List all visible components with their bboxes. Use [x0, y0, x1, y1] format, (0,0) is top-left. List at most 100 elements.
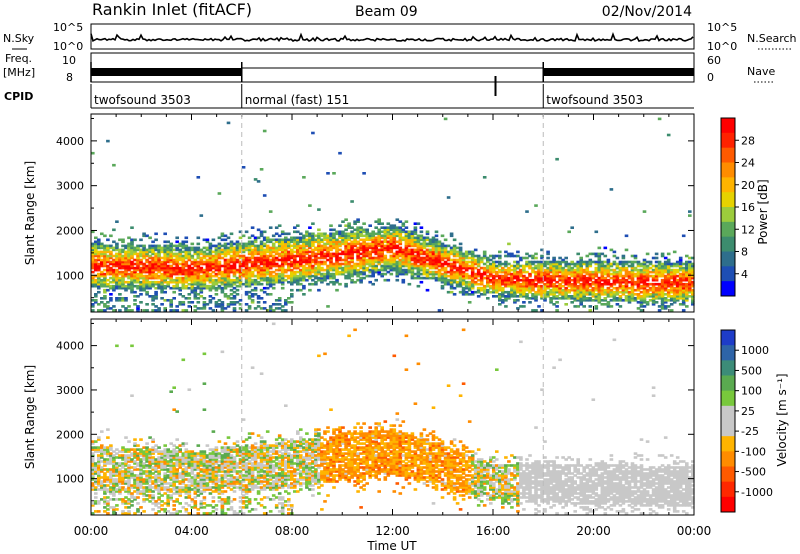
power-cell [546, 286, 550, 290]
power-cell [353, 248, 357, 252]
power-cell [280, 248, 285, 252]
power-cell [208, 288, 213, 292]
velocity-cell [154, 484, 158, 487]
power-cell [293, 244, 297, 248]
power-cell [585, 264, 590, 268]
power-cell [525, 282, 529, 286]
power-cell [175, 246, 179, 250]
power-cell [317, 266, 321, 270]
power-cell [446, 274, 451, 278]
power-cell [404, 246, 409, 250]
power-cell [413, 266, 418, 270]
power-cell [618, 295, 623, 298]
power-cell [567, 295, 571, 298]
power-cell [666, 270, 671, 274]
power-cell [332, 244, 336, 248]
power-cell [166, 280, 170, 284]
velocity-cell [160, 456, 164, 459]
velocity-cell [157, 446, 161, 449]
power-cell [356, 268, 360, 272]
power-cell [274, 246, 279, 250]
velocity-cell [97, 438, 101, 441]
power-cell [404, 272, 409, 276]
power-cell [97, 240, 101, 244]
power-cell [335, 288, 339, 292]
power-cell [259, 244, 264, 248]
power-cell [238, 299, 243, 302]
power-cell [492, 254, 496, 258]
velocity-cell [157, 470, 161, 473]
velocity-cell [136, 486, 140, 489]
power-cell [157, 282, 161, 286]
power-cell [320, 250, 324, 254]
power-cell [335, 242, 339, 246]
power-cell [232, 266, 237, 270]
power-cell [305, 260, 309, 264]
power-cell [531, 262, 535, 266]
power-cell [377, 256, 381, 260]
power-cell [597, 246, 602, 250]
velocity-cell [97, 466, 101, 469]
power-cell [528, 280, 532, 284]
power-cell [223, 272, 228, 276]
velocity-cell [109, 446, 113, 449]
power-cell [606, 270, 611, 274]
velocity-cell [151, 438, 155, 441]
power-cell [235, 242, 240, 246]
power-cell [555, 266, 559, 270]
power-cell [621, 260, 626, 264]
power-cell [443, 248, 448, 252]
power-cell [473, 248, 478, 252]
power-cell [666, 295, 671, 298]
power-cell [516, 307, 520, 310]
power-cell [175, 284, 179, 288]
power-cell [350, 254, 354, 258]
power-cell [495, 280, 499, 284]
velocity-cell [130, 458, 134, 461]
power-cell [570, 226, 574, 229]
power-cell [639, 264, 644, 268]
power-cell [341, 270, 345, 274]
power-cell [133, 238, 137, 242]
power-cell [431, 256, 436, 260]
power-cell [190, 242, 195, 246]
power-cell [208, 246, 213, 250]
power-cell [534, 264, 538, 268]
power-cell [377, 236, 381, 240]
power-cell [688, 256, 692, 260]
power-cell [187, 250, 192, 254]
power-cell [425, 244, 430, 248]
power-cell [594, 272, 599, 276]
power-cell [371, 232, 375, 236]
power-cell [410, 254, 415, 258]
power-cell [244, 264, 249, 268]
power-cell [217, 236, 222, 240]
power-cell [525, 276, 529, 280]
power-cell [232, 309, 237, 312]
power-cell [196, 284, 201, 288]
power-cell [669, 309, 674, 312]
velocity-cell [169, 488, 173, 491]
power-cell [630, 290, 635, 294]
velocity-cell [178, 486, 182, 489]
power-cell [531, 280, 535, 284]
velocity-cell [91, 512, 95, 515]
power-cell [461, 293, 466, 296]
power-cell [362, 172, 366, 175]
power-cell [609, 295, 614, 298]
velocity-cell [103, 502, 107, 505]
velocity-cell [154, 460, 158, 463]
power-cell [507, 254, 511, 258]
velocity-cell [181, 478, 186, 481]
power-cell [262, 268, 267, 272]
power-cell [175, 254, 179, 258]
velocity-cell [178, 466, 182, 469]
power-cell [582, 305, 586, 308]
power-cell [467, 286, 472, 290]
velocity-cell [151, 462, 155, 465]
power-cell [479, 260, 484, 264]
velocity-cell [127, 448, 131, 451]
power-cell [154, 252, 158, 256]
power-cell [145, 252, 149, 256]
velocity-cell [91, 504, 95, 507]
